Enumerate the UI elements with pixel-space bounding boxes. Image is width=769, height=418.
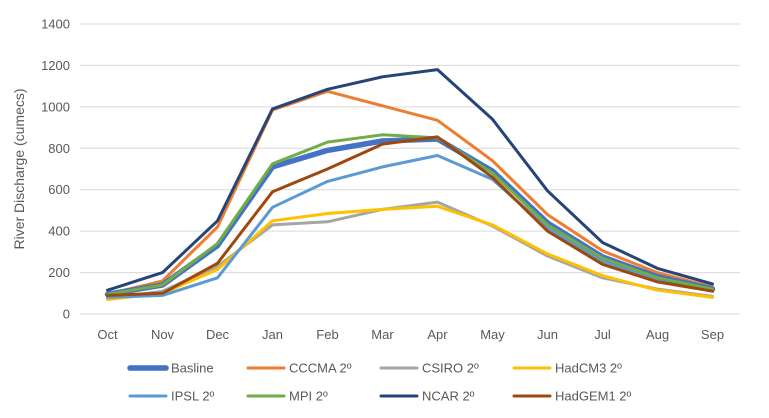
y-tick-label: 200 bbox=[48, 265, 70, 280]
y-tick-label: 800 bbox=[48, 141, 70, 156]
legend-label: Basline bbox=[171, 361, 214, 376]
y-tick-label: 1000 bbox=[41, 99, 70, 114]
legend-label: NCAR 2º bbox=[422, 389, 475, 404]
series-line-ncar-2 bbox=[106, 68, 714, 292]
legend: Basline CCCMA 2º CSIRO 2º HadCM3 2º IPSL 2º M… bbox=[127, 361, 632, 404]
x-tick-label: Sep bbox=[701, 327, 724, 342]
series-line-hadgem1-2 bbox=[106, 135, 714, 297]
series-line-cccma-2 bbox=[106, 89, 714, 296]
legend-label: HadCM3 2º bbox=[555, 361, 622, 376]
x-tick-label: Feb bbox=[316, 327, 338, 342]
x-tick-label: Jan bbox=[262, 327, 283, 342]
y-tick-label: 400 bbox=[48, 224, 70, 239]
x-tick-label: Mar bbox=[371, 327, 394, 342]
x-tick-label: Oct bbox=[97, 327, 118, 342]
y-axis-title: River Discharge (cumecs) bbox=[11, 88, 27, 249]
legend-label: CSIRO 2º bbox=[422, 361, 479, 376]
y-tick-label: 0 bbox=[63, 307, 70, 322]
series-lines bbox=[104, 68, 716, 301]
legend-label: CCCMA 2º bbox=[289, 361, 352, 376]
y-tick-label: 1400 bbox=[41, 17, 70, 32]
series-line-ipsl-2 bbox=[106, 154, 714, 299]
y-tick-label: 1200 bbox=[41, 58, 70, 73]
axes: 0 200 400 600 800 1000 1200 1400 Oct Nov Dec Jan Feb… bbox=[41, 17, 740, 342]
x-tick-label: May bbox=[480, 327, 505, 342]
x-tick-label: Jun bbox=[537, 327, 558, 342]
x-tick-label: Nov bbox=[151, 327, 175, 342]
x-tick-label: Jul bbox=[594, 327, 611, 342]
series-line-mpi-2 bbox=[106, 133, 714, 296]
x-tick-label: Aug bbox=[646, 327, 669, 342]
y-tick-label: 600 bbox=[48, 182, 70, 197]
series-line-hadcm3-2 bbox=[106, 204, 714, 301]
legend-label: MPI 2º bbox=[289, 389, 328, 404]
gridlines bbox=[80, 23, 740, 274]
x-tick-label: Dec bbox=[206, 327, 230, 342]
legend-label: IPSL 2º bbox=[171, 389, 215, 404]
series-line-csiro-2 bbox=[106, 200, 714, 300]
x-tick-label: Apr bbox=[427, 327, 448, 342]
legend-label: HadGEM1 2º bbox=[555, 389, 632, 404]
